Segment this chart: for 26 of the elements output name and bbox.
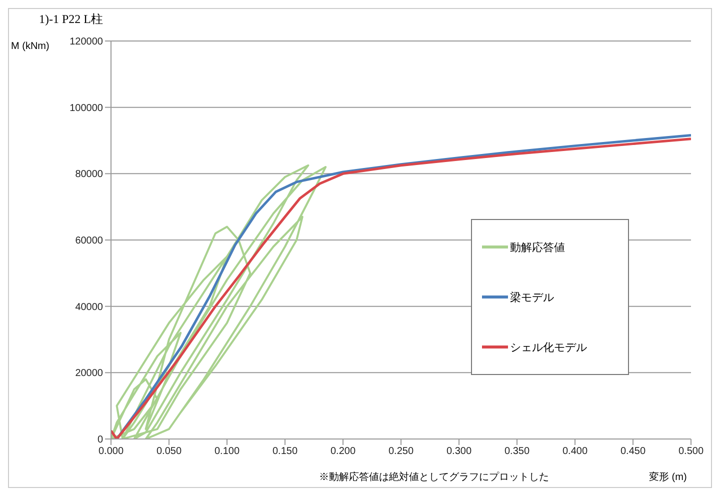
x-tick-label: 0.400 xyxy=(562,446,588,458)
x-tick-label: 0.350 xyxy=(504,446,530,458)
y-tick-label: 40000 xyxy=(75,302,104,313)
x-tick-label: 0.050 xyxy=(156,446,182,458)
x-tick-label: 0.200 xyxy=(330,446,356,458)
x-tick-label: 0.300 xyxy=(446,446,472,458)
y-tick-label: 0 xyxy=(97,434,104,446)
y-tick-label: 80000 xyxy=(75,169,104,180)
x-tick-label: 0.500 xyxy=(678,446,704,458)
y-tick-label: 20000 xyxy=(75,368,104,380)
y-tick-label: 60000 xyxy=(75,236,104,247)
y-tick-label: 100000 xyxy=(70,102,104,114)
line-series xyxy=(111,164,327,439)
x-axis-title: 変形 (m) xyxy=(649,470,687,484)
x-tick-label: 0.450 xyxy=(620,446,646,458)
y-tick-label: 120000 xyxy=(70,36,104,48)
x-tick-label: 0.000 xyxy=(98,446,124,458)
x-tick-label: 0.250 xyxy=(388,446,414,458)
legend-label: 動解応答値 xyxy=(510,240,565,254)
x-tick-label: 0.150 xyxy=(272,446,298,458)
chart-title: 1)-1 P22 L柱 xyxy=(39,11,103,28)
legend-label: シェル化モデル xyxy=(510,340,587,354)
text: ※動解応答値は絶対値としてグラフにプロットした xyxy=(319,470,549,484)
y-axis-title: M (kNm) xyxy=(11,41,50,52)
x-tick-label: 0.100 xyxy=(214,446,240,458)
legend-label: 梁モデル xyxy=(510,290,554,304)
